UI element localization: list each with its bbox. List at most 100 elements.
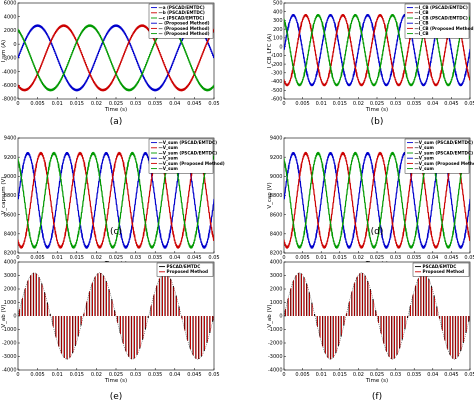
y-tick-label: 8200 [270,251,283,257]
x-tick-label: 0.005 [295,255,309,261]
x-tick-label: 0.02 [353,255,364,261]
x-tick-label: 0.035 [148,255,162,261]
legend-entry: —a (PSCAD/EMTDC) [159,5,205,10]
x-tick-label: 0.025 [109,255,123,261]
y-axis-label: I_sm (A) [1,40,7,62]
legend-entry: —V_sum (PSCAD/EMTDC) [159,150,218,155]
y-tick-label: -4000 [2,368,17,374]
legend-box [148,138,214,174]
x-tick-label: 0.005 [295,101,309,107]
legend: —V_sum (PSCAD/EMTDC)—V_sum—V_sum (PSCAD/… [404,138,474,174]
x-tick-label: 0.04 [169,101,180,107]
y-tick-label: -3000 [2,354,17,360]
legend-box [148,3,214,39]
y-axis-label: V_cap (V) [267,182,273,208]
legend-entry: —I_CB (PSCAD/EMTDC) [415,5,468,10]
series-line-3 [18,151,214,249]
legend-box [404,3,470,39]
series-line-2 [284,13,470,87]
x-tick-label: 0.025 [370,101,384,107]
legend-entry: —V_sum (Proposed Method) [415,161,474,166]
chart-panel-e: 0 0.005 0.01 0.015 0.02 0.025 0.03 0.035 0.04 0.0… [1,260,220,402]
series-line-3 [284,151,470,249]
x-tick-label: 0 [16,255,19,261]
x-tick-label: 0.01 [52,255,63,261]
x-tick-label: 0.015 [70,101,84,107]
x-tick-label: 0.045 [187,372,201,378]
y-tick-label: 9200 [270,155,283,161]
x-tick-label: 0.04 [169,372,180,378]
legend-entry: —I_CB (Proposed Method) [415,26,474,31]
y-tick-label: 8400 [270,232,283,238]
panel-caption: (a) [110,117,123,127]
legend-entry: PSCAD/EMTDC [167,264,201,269]
y-tick-label: -200 [271,62,282,68]
x-tick-label: 0.02 [91,255,102,261]
y-tick-label: 4000 [4,260,17,266]
y-tick-label: -100 [271,53,282,59]
y-axis-label: V_capsum (V) [1,177,7,215]
x-tick-label: 0.05 [208,255,219,261]
x-tick-label: 0.035 [148,372,162,378]
x-tick-label: 0.035 [148,101,162,107]
x-tick-label: 0.025 [370,255,384,261]
y-tick-label: 0 [13,42,16,48]
y-tick-label: -500 [271,88,282,94]
x-tick-label: 0.025 [370,372,384,378]
y-tick-label: 9000 [270,174,283,180]
x-tick-label: 0.05 [464,255,474,261]
x-tick-label: 0.04 [427,372,438,378]
y-tick-label: 9000 [4,174,17,180]
y-tick-label: -8000 [2,97,17,103]
x-tick-label: 0.045 [187,101,201,107]
x-tick-label: 0.05 [464,372,474,378]
x-tick-label: 0.045 [444,101,458,107]
x-tick-label: 0 [282,255,285,261]
y-tick-label: 4000 [270,260,283,266]
legend-entry: — (Proposed Method) [159,21,210,26]
x-tick-label: 0.05 [208,101,219,107]
panel-caption: (d) [371,227,384,237]
y-tick-label: -2000 [268,341,283,347]
legend: —a (PSCAD/EMTDC)—b (PSCAD/EMTDC)—c (PSCA… [148,3,214,39]
chart-panel-b: 0 0.005 0.01 0.015 0.02 0.025 0.03 0.035 0.04 0.0… [267,1,474,127]
legend-entry: PSCAD/EMTDC [423,264,457,269]
y-tick-label: 8600 [270,212,283,218]
y-tick-label: 9200 [4,155,17,161]
y-tick-label: 2000 [4,28,17,34]
y-tick-label: 3000 [4,273,17,279]
y-tick-label: 300 [273,18,283,24]
legend-entry: Proposed Method [423,269,465,274]
x-tick-label: 0.035 [407,372,421,378]
y-tick-label: -4000 [2,69,17,75]
x-tick-label: 0.03 [130,255,141,261]
x-tick-label: 0.045 [444,372,458,378]
x-tick-label: 0.02 [353,101,364,107]
x-axis-label: Time (s) [365,378,388,384]
x-tick-label: 0.03 [390,255,401,261]
x-tick-label: 0.005 [30,255,44,261]
y-tick-label: 400 [273,9,283,15]
legend: —I_CB (PSCAD/EMTDC)—I_CB—I_CB (PSCAD/EMT… [404,3,474,39]
panel-caption: (e) [110,392,123,402]
x-tick-label: 0.025 [109,101,123,107]
y-tick-label: 1000 [4,300,17,306]
chart-panel-c: 0 0.005 0.01 0.015 0.02 0.025 0.03 0.035 0.04 0.0… [1,136,225,267]
y-tick-label: 8400 [4,232,17,238]
x-tick-label: 0.015 [70,255,84,261]
x-tick-label: 0 [282,372,285,378]
y-tick-label: 0 [279,44,282,50]
y-tick-label: 0 [13,314,16,320]
y-tick-label: 2000 [4,287,17,293]
chart-panel-f: 0 0.005 0.01 0.015 0.02 0.025 0.03 0.035 0.04 0.0… [267,260,474,402]
legend-entry: —V_sum (PSCAD/EMTDC) [415,150,474,155]
y-tick-label: 4000 [4,14,17,20]
legend-entry: — (Proposed Method) [159,31,210,36]
x-tick-label: 0.01 [52,101,63,107]
y-tick-label: 200 [273,27,283,33]
legend-entry: —c (PSCAD/EMTDC) [159,15,205,20]
panel-caption: (b) [371,117,384,127]
y-tick-label: -6000 [2,83,17,89]
x-axis-label: Time (s) [104,378,127,384]
